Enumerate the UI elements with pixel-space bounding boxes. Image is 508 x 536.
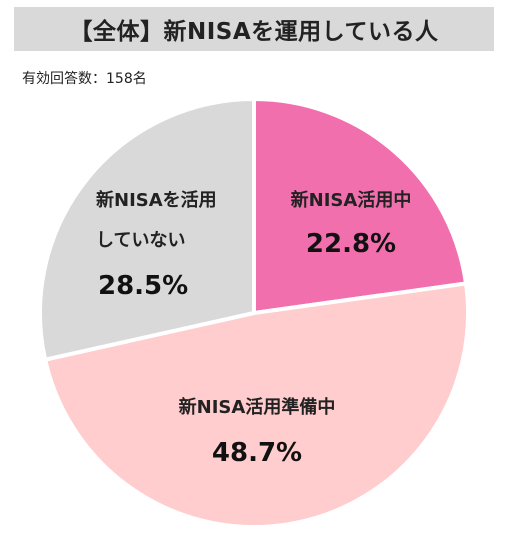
- slice-value-1: 48.7%: [212, 438, 302, 468]
- pie-slice-1: [43, 281, 470, 529]
- pie-slice-2: [38, 97, 256, 362]
- pie-slice-0: [252, 97, 468, 315]
- response-count-note: 有効回答数：158名: [22, 71, 147, 87]
- slice-label-0: 新NISA活用中: [291, 189, 412, 211]
- slice-value-0: 22.8%: [306, 229, 396, 259]
- slice-label-1: 新NISA活用準備中: [179, 396, 336, 418]
- chart-title-bar: 【全体】新NISAを運用している人: [14, 7, 494, 51]
- slice-label-2-line-0: 新NISAを活用: [96, 189, 217, 211]
- slice-label-2-line-1: していない: [96, 230, 185, 251]
- slice-value-2: 28.5%: [98, 271, 188, 301]
- chart-title: 【全体】新NISAを運用している人: [69, 19, 439, 45]
